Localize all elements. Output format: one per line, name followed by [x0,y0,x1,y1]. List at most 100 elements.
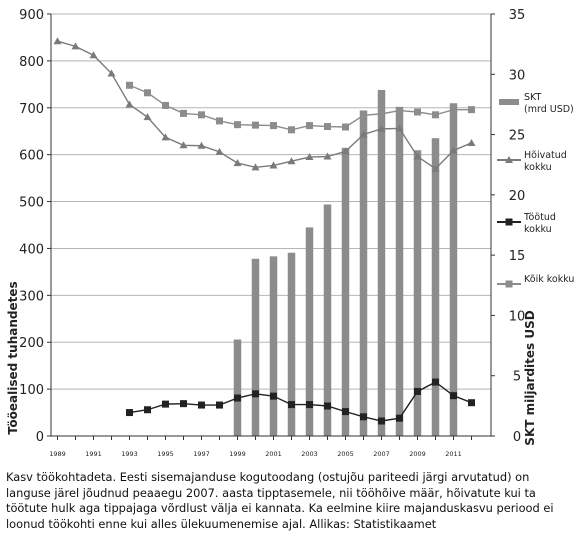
right-tick-label: 10 [509,309,526,324]
x-tick-label: 2007 [373,450,390,458]
left-tick-label: 800 [19,55,44,70]
data-point [431,164,440,172]
data-point [107,69,116,77]
gdp-bar [377,89,386,437]
gdp-bar [341,147,350,436]
chart: 0 100 200 300 400 500 600 700 800 900 0 5 10 15 20 25 30… [6,8,574,458]
legend-label: Töötud [523,212,556,223]
axes: 0 100 200 300 400 500 600 700 800 900 0 5 10 15 20 25 30… [6,8,537,458]
data-point [432,378,439,386]
x-tick-label: 1997 [193,450,210,458]
data-point [432,111,439,119]
legend-swatch [499,99,519,105]
data-point [450,392,457,400]
data-point [505,156,513,163]
data-point [360,413,367,421]
data-point [505,218,513,226]
data-point [396,414,403,422]
legend-label: SKT [524,92,542,103]
data-point [198,111,205,119]
data-point [323,152,332,160]
data-point [359,130,368,138]
data-point [251,163,260,171]
x-tick-label: 1991 [85,450,102,458]
right-axis-title: SKT miljardites USD [523,310,537,445]
data-point [270,122,277,130]
data-point [179,141,188,149]
data-point [396,107,403,115]
left-tick-label: 100 [19,383,44,398]
data-point [53,37,62,45]
data-point [162,101,169,109]
data-point [395,124,404,132]
right-tick-label: 20 [509,189,526,204]
gdp-bar [323,204,332,436]
legend-label: (mrd USD) [524,104,574,115]
x-tick-label: 2005 [337,450,354,458]
data-point [234,394,241,402]
gdp-bars [233,89,458,437]
data-point [162,400,169,408]
left-tick-label: 600 [19,149,44,164]
gdp-bar [287,252,296,436]
data-point [342,123,349,131]
data-point [378,110,385,118]
legend-label: kokku [524,162,552,173]
data-point [324,402,331,410]
x-tick-label: 1995 [157,450,174,458]
data-point [505,280,513,288]
gdp-bar [233,339,242,436]
data-point [468,106,475,114]
data-point [287,157,296,165]
data-point [180,109,187,117]
left-tick-label: 500 [19,196,44,211]
gdp-bar [269,256,278,436]
legend: SKT(mrd USD)HõivatudkokkuTöötudkokkuKõik… [497,92,574,288]
data-point [414,108,421,116]
gdp-bar [251,258,260,436]
legend-label: Kõik kokku [524,274,574,285]
legend-label: kokku [524,224,552,235]
gdp-bar [449,103,458,437]
x-tick-label: 2011 [445,450,462,458]
data-point [144,406,151,414]
data-point [180,400,187,408]
data-point [126,81,133,89]
left-tick-label: 0 [36,430,44,445]
data-point [71,42,80,50]
data-point [234,121,241,129]
x-tick-label: 1993 [121,450,138,458]
gdp-bar [359,110,368,436]
data-point [450,106,457,114]
right-tick-label: 0 [513,430,521,445]
gdp-bar [413,150,422,436]
line-series [53,37,476,425]
data-point [252,390,259,398]
right-tick-label: 5 [513,370,521,385]
gdp-bar [431,138,440,436]
data-point [161,133,170,141]
x-tick-label: 1989 [49,450,66,458]
data-point [288,401,295,409]
gridlines [51,13,491,390]
data-point [233,159,242,167]
data-point [125,100,134,108]
data-point [216,117,223,125]
gdp-bar [395,106,404,436]
data-point [360,111,367,119]
data-point [288,126,295,134]
left-axis-title: Tööealised tuhandetes [6,281,20,434]
data-point [252,121,259,129]
data-point [89,51,98,59]
data-point [270,392,277,400]
data-point [144,89,151,97]
right-tick-label: 30 [509,68,526,83]
data-point [378,417,385,425]
data-point [215,147,224,155]
data-point [306,401,313,409]
data-point [341,147,350,155]
x-tick-label: 2009 [409,450,426,458]
data-point [269,161,278,169]
data-point [324,123,331,131]
left-tick-label: 700 [19,102,44,117]
